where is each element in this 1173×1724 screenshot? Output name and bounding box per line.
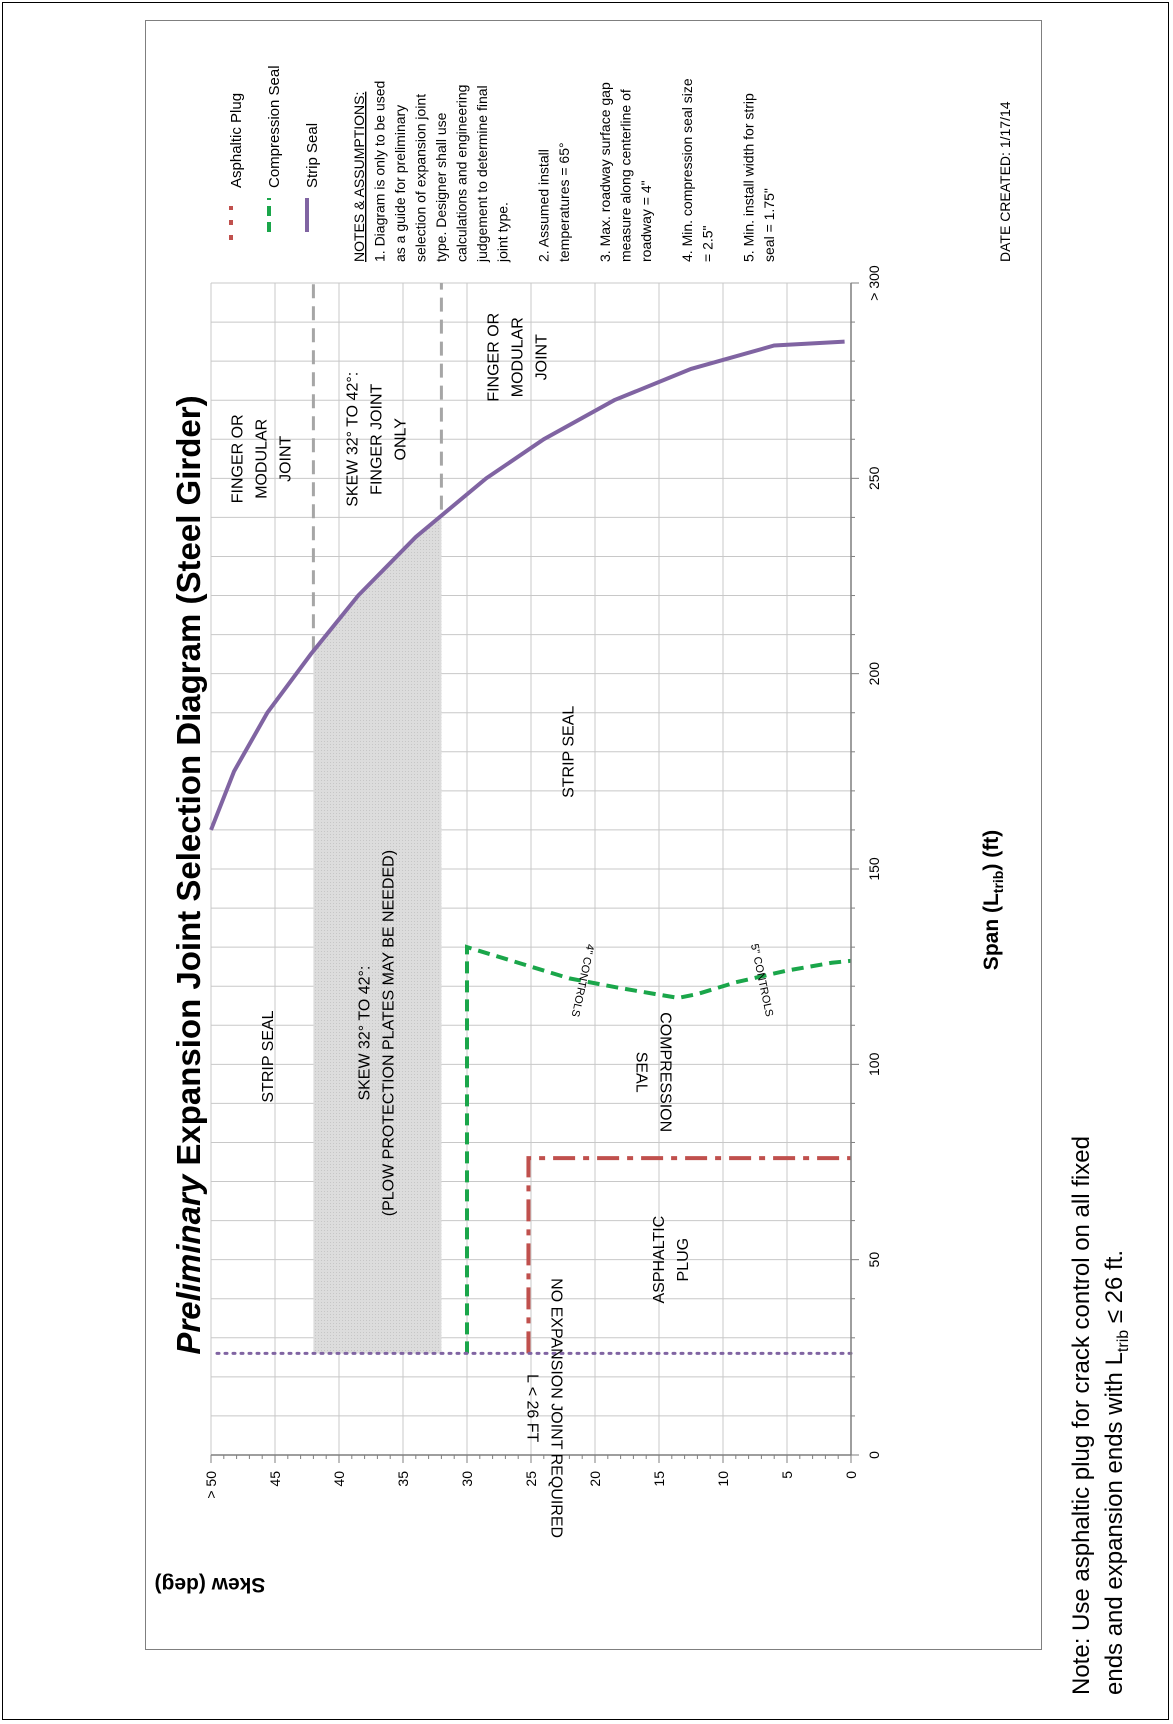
legend-label-strip-seal: Strip Seal [304, 123, 321, 188]
shaded-skew-region [313, 515, 442, 1354]
series-asphaltic-plug-line [526, 1156, 851, 1354]
region-label: STRIP SEAL [561, 706, 578, 798]
note-line: seal = 1.75" [761, 188, 777, 262]
region-label: SKEW 32° TO 42°: [357, 966, 374, 1101]
notes-heading: NOTES & ASSUMPTIONS: [351, 92, 367, 262]
note-line: type. Designer shall use [433, 112, 449, 262]
region-label: FINGER OR [229, 414, 246, 503]
span-tick-label: 200 [866, 662, 882, 686]
region-label: MODULAR [509, 317, 526, 397]
legend: Asphaltic Plug Compression Seal Strip Seal [228, 65, 321, 240]
skew-tick-label: > 50 [203, 1471, 219, 1499]
region-label: SEAL [632, 1052, 649, 1093]
chart-title-italic: Preliminary [170, 1173, 207, 1354]
legend-label-compression-seal: Compression Seal [266, 65, 283, 188]
skew-tick-label: 35 [395, 1471, 411, 1487]
note-line: judgement to determine final [474, 85, 490, 263]
skew-tick-label: 25 [523, 1471, 539, 1487]
skew-tick-label: 15 [651, 1471, 667, 1487]
region-label: COMPRESSION [656, 1012, 673, 1132]
region-label: JOINT [277, 435, 294, 481]
x-axis-label: Span (Ltrib) (ft) [980, 830, 1006, 970]
chart-title: Preliminary Expansion Joint Selection Di… [170, 395, 207, 1354]
span-tick-label: > 300 [866, 265, 882, 301]
span-tick-label: 100 [866, 1052, 882, 1076]
note-line: as a guide for preliminary [392, 105, 408, 262]
span-tick-label: 250 [866, 466, 882, 490]
region-label: FINGER OR [485, 313, 502, 402]
y-axis-label: Skew (deg) [155, 1573, 266, 1596]
chart-border [145, 20, 1042, 1650]
skew-tick-label: 30 [459, 1471, 475, 1487]
region-label: MODULAR [253, 419, 270, 499]
region-label: NO EXPANSION JOINT REQUIRED [548, 1278, 565, 1538]
region-label: L < 26 FT [524, 1374, 541, 1443]
note-line: 1. Diagram is only to be used [372, 81, 388, 262]
region-label: (PLOW PROTECTION PLATES MAY BE NEEDED) [381, 850, 398, 1216]
footer-note-line-2-sub: trib [1114, 1329, 1132, 1353]
footer-note-line-2-suffix: ≤ 26 ft. [1101, 1249, 1128, 1330]
chart-title-rest: Expansion Joint Selection Diagram (Steel… [170, 395, 207, 1174]
x-axis-label-sub: trib [990, 871, 1006, 894]
note-line: calculations and engineering [454, 85, 470, 262]
skew-tick-label: 5 [779, 1471, 795, 1479]
note-line: temperatures = 65° [556, 142, 572, 262]
skew-tick-label: 0 [843, 1471, 859, 1479]
note-line: roadway = 4" [638, 180, 654, 262]
skew-tick-label: 20 [587, 1471, 603, 1487]
footer-note-line-1: Note: Use asphaltic plug for crack contr… [1068, 1136, 1095, 1695]
note-line: joint type. [495, 202, 511, 263]
region-label: FINGER JOINT [369, 383, 386, 494]
region-label: PLUG [675, 1238, 692, 1282]
x-axis-label-prefix: Span (L [980, 893, 1003, 970]
note-line: 3. Max. roadway surface gap [597, 82, 613, 262]
controls-annotation: 5" CONTROLS [748, 943, 775, 1018]
region-label: ONLY [393, 418, 410, 461]
region-label: ASPHALTIC [651, 1216, 668, 1304]
x-axis-label-suffix: ) (ft) [980, 830, 1003, 871]
skew-tick-label: 10 [715, 1471, 731, 1487]
series-strip-seal-line [209, 339, 845, 831]
region-label: JOINT [533, 334, 550, 380]
skew-tick-label: 45 [267, 1471, 283, 1487]
span-tick-label: 50 [866, 1252, 882, 1268]
note-line: 2. Assumed install [536, 149, 552, 262]
notes-and-assumptions: NOTES & ASSUMPTIONS: 1. Diagram is only t… [351, 78, 777, 263]
footer-note-line-2: ends and expansion ends with Ltrib ≤ 26 … [1101, 1250, 1133, 1695]
legend-label-asphaltic-plug: Asphaltic Plug [228, 93, 245, 188]
footer-note-line-2-prefix: ends and expansion ends with L [1101, 1352, 1128, 1695]
span-tick-label: 0 [866, 1451, 882, 1459]
note-line: = 2.5" [700, 225, 716, 262]
note-line: 4. Min. compression seal size [679, 78, 695, 262]
note-line: 5. Min. install width for strip [741, 93, 757, 262]
date-created: DATE CREATED: 1/17/14 [997, 101, 1013, 262]
region-label: SKEW 32° TO 42°: [345, 372, 362, 507]
series-compression-seal-line [465, 944, 852, 1354]
note-line: measure along centerline of [618, 89, 634, 262]
span-tick-label: 150 [866, 857, 882, 881]
region-label: STRIP SEAL [260, 1010, 277, 1102]
skew-tick-label: 40 [331, 1471, 347, 1487]
note-line: selection of expansion joint [413, 94, 429, 262]
